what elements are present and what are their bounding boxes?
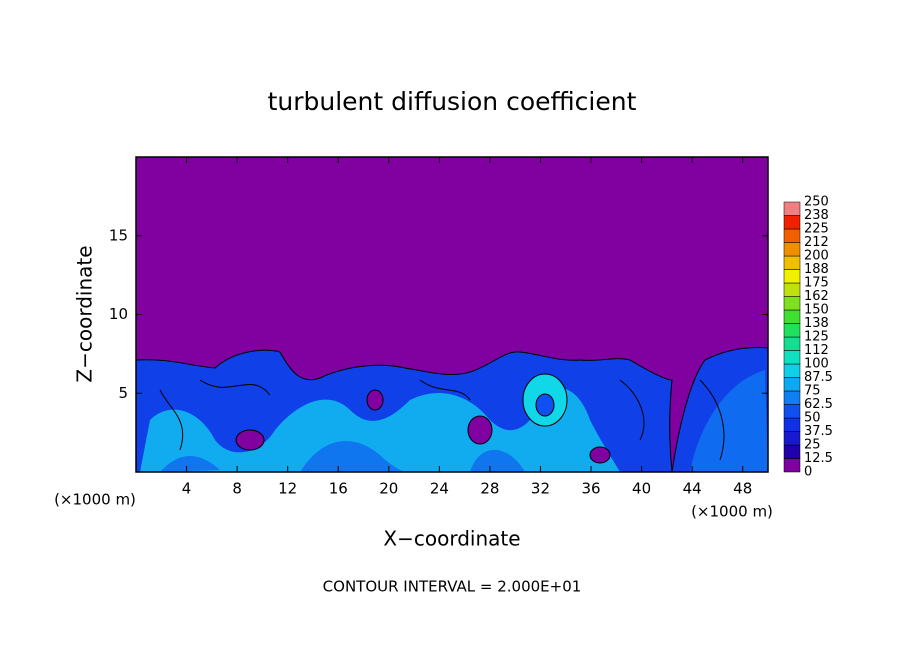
x-tick-label: 24 (430, 480, 449, 498)
pocket (589, 446, 611, 464)
colorbar-label: 75 (804, 384, 821, 399)
colorbar-label: 250 (804, 195, 829, 210)
colorbar-band (783, 323, 801, 338)
colorbar-label: 100 (804, 357, 829, 372)
colorbar-band (783, 444, 801, 459)
x-tick-label: 12 (278, 480, 297, 498)
colorbar-band (783, 336, 801, 351)
colorbar-label: 112 (804, 343, 829, 358)
y-axis-label: Z−coordinate (73, 245, 97, 382)
colorbar-label: 50 (804, 411, 821, 426)
mid-region (160, 370, 768, 472)
chart-title: turbulent diffusion coefficient (268, 87, 637, 116)
pocket (235, 429, 265, 451)
x-tick-label: 36 (581, 480, 600, 498)
colorbar-label: 188 (804, 262, 829, 277)
x-axis-label: X−coordinate (383, 527, 520, 551)
colorbar-label: 212 (804, 235, 829, 250)
colorbar-band (783, 350, 801, 365)
colorbar-band (783, 309, 801, 324)
colorbar-band (783, 282, 801, 297)
colorbar-label: 238 (804, 208, 829, 223)
field (136, 157, 768, 472)
colorbar-band (783, 201, 801, 216)
x-tick-label: 28 (480, 480, 499, 498)
contour-line (159, 379, 725, 461)
colorbar-label: 138 (804, 316, 829, 331)
colorbar-label: 225 (804, 222, 829, 237)
colorbar-band (783, 242, 801, 257)
x-tick-label: 16 (329, 480, 348, 498)
colorbar-label: 162 (804, 289, 829, 304)
colorbar-label: 62.5 (804, 397, 833, 412)
pocket (467, 415, 493, 445)
x-tick-label: 8 (232, 480, 242, 498)
colorbar-label: 25 (804, 438, 821, 453)
colorbar-band (783, 215, 801, 230)
pocket (366, 389, 384, 411)
colorbar-label: 200 (804, 249, 829, 264)
colorbar-band (783, 377, 801, 392)
x-tick-label: 44 (683, 480, 702, 498)
colorbar-band (783, 363, 801, 378)
colorbar-band (783, 228, 801, 243)
colorbar-band (783, 404, 801, 419)
y-tick-label: 15 (109, 226, 128, 244)
footer: CONTOUR INTERVAL = 2.000E+01 (323, 578, 582, 596)
x-units-right: (×1000 m) (691, 503, 773, 521)
colorbar-label: 0 (804, 465, 812, 480)
colorbar-band (783, 390, 801, 405)
x-tick-label: 32 (531, 480, 550, 498)
x-units-left: (×1000 m) (54, 491, 136, 509)
y-tick-label: 10 (109, 305, 128, 323)
y-tick-label: 5 (118, 384, 128, 402)
colorbar-label: 150 (804, 303, 829, 318)
vortex-core (535, 393, 555, 417)
x-tick-label: 20 (379, 480, 398, 498)
x-tick-label: 48 (733, 480, 752, 498)
colorbar-label: 87.5 (804, 370, 833, 385)
x-tick-label: 40 (632, 480, 651, 498)
colorbar-band (783, 296, 801, 311)
colorbar-label: 12.5 (804, 451, 833, 466)
colorbar-band (783, 269, 801, 284)
colorbar-label: 37.5 (804, 424, 833, 439)
colorbar-band (783, 255, 801, 270)
colorbar-label: 175 (804, 276, 829, 291)
colorbar-band (783, 417, 801, 432)
colorbar-label: 125 (804, 330, 829, 345)
x-tick-label: 4 (182, 480, 192, 498)
colorbar-band (783, 458, 801, 473)
colorbar-band (783, 431, 801, 446)
